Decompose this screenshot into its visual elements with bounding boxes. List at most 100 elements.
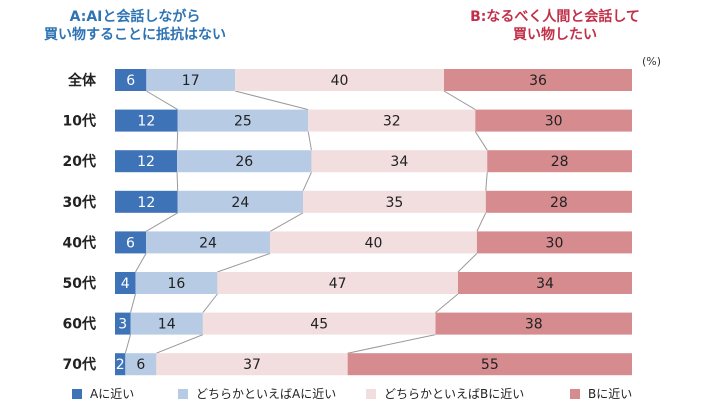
legend-label-a-close: Aに近い bbox=[90, 387, 135, 401]
bar-segment-lean-b bbox=[308, 109, 476, 132]
bar-row: 30代 12 24 35 28 bbox=[63, 190, 632, 213]
legend-swatch-lean-a bbox=[178, 388, 188, 399]
data-label: 34 bbox=[536, 276, 554, 292]
connector-line bbox=[156, 334, 204, 354]
row-label: 30代 bbox=[63, 194, 96, 211]
legend-label-b-close: Bに近い bbox=[588, 387, 633, 401]
connector-line bbox=[135, 253, 147, 273]
bar-segment-b-close bbox=[475, 109, 632, 132]
connector-line bbox=[307, 131, 312, 151]
bar-segment-a-close bbox=[115, 190, 178, 213]
bar-segment-lean-b bbox=[270, 231, 477, 254]
data-label: 55 bbox=[481, 357, 499, 373]
bar-segment-lean-a bbox=[130, 312, 203, 335]
bar-segment-b-close bbox=[444, 69, 632, 91]
bar-segment-a-close bbox=[115, 150, 178, 173]
row-label: 全体 bbox=[67, 72, 97, 89]
data-label: 17 bbox=[182, 73, 200, 89]
row-label: 10代 bbox=[63, 113, 96, 130]
data-label: 32 bbox=[383, 114, 401, 130]
data-label: 2 bbox=[116, 357, 125, 373]
connector-line bbox=[474, 131, 488, 151]
data-label: 6 bbox=[136, 357, 145, 373]
data-label: 30 bbox=[545, 114, 563, 130]
connector-line bbox=[124, 334, 131, 354]
bar-segment-b-close bbox=[457, 272, 632, 294]
data-label: 45 bbox=[310, 317, 328, 333]
bar-segment-lean-a bbox=[177, 190, 303, 213]
bar-segment-lean-b bbox=[235, 69, 444, 91]
connector-line bbox=[217, 252, 271, 273]
bar-segment-lean-b bbox=[202, 312, 436, 335]
connector-line bbox=[269, 212, 304, 232]
data-label: 47 bbox=[329, 276, 347, 292]
data-label: 36 bbox=[529, 73, 547, 89]
bar-segment-a-close bbox=[115, 312, 131, 335]
legend-item-lean-a: どちらかといえばAに近い bbox=[178, 385, 336, 402]
bar-segment-lean-a bbox=[177, 150, 312, 173]
bar-segment-a-close bbox=[115, 353, 126, 376]
headline-a: A:AIと会話しながら 買い物することに抵抗はない bbox=[20, 8, 250, 44]
data-label: 24 bbox=[231, 195, 249, 211]
legend-item-lean-b: どちらかといえばBに近い bbox=[366, 385, 524, 402]
bar-row: 20代 12 26 34 28 bbox=[63, 150, 632, 173]
bar-segment-lean-b bbox=[303, 190, 486, 213]
legend-swatch-lean-b bbox=[366, 388, 376, 399]
headline-a-line1: A:AIと会話しながら bbox=[69, 9, 201, 25]
bar-segment-a-close bbox=[115, 272, 136, 294]
data-label: 34 bbox=[390, 154, 408, 170]
data-label: 25 bbox=[234, 114, 252, 130]
connector-line bbox=[145, 212, 178, 232]
data-label: 37 bbox=[243, 357, 261, 373]
bar-segment-b-close bbox=[435, 312, 632, 335]
data-label: 3 bbox=[118, 317, 127, 333]
headline-b: B:なるべく人間と会話して 買い物したい bbox=[455, 8, 655, 44]
data-label: 28 bbox=[550, 195, 568, 211]
headline-b-line1: B:なるべく人間と会話して bbox=[470, 9, 640, 25]
legend-item-b-close: Bに近い bbox=[570, 385, 632, 402]
bar-row: 70代 2 6 37 55 bbox=[63, 353, 632, 376]
connector-line bbox=[146, 90, 178, 111]
legend-item-a-close: Aに近い bbox=[72, 385, 134, 402]
bar-row: 60代 3 14 45 38 bbox=[63, 312, 632, 335]
data-label: 38 bbox=[525, 317, 543, 333]
row-label: 40代 bbox=[63, 234, 96, 251]
bar-row: 全体 6 17 40 36 bbox=[67, 69, 632, 91]
legend-label-lean-a: どちらかといえばAに近い bbox=[196, 387, 337, 401]
connector-line bbox=[457, 253, 478, 273]
connector-line bbox=[443, 90, 476, 111]
bar-segment-a-close bbox=[115, 109, 178, 132]
bar-segment-a-close bbox=[115, 69, 147, 91]
data-label: 26 bbox=[235, 154, 253, 170]
connector-line bbox=[302, 171, 312, 192]
row-label: 60代 bbox=[63, 316, 96, 333]
headline-b-line2: 買い物したい bbox=[513, 27, 597, 43]
bar-row: 40代 6 24 40 30 bbox=[63, 231, 632, 254]
data-label: 28 bbox=[551, 154, 569, 170]
row-label: 20代 bbox=[63, 153, 96, 170]
connector-line bbox=[485, 172, 488, 191]
legend-label-lean-b: どちらかといえばBに近い bbox=[384, 387, 525, 401]
data-label: 4 bbox=[121, 276, 130, 292]
bar-row: 10代 12 25 32 30 bbox=[63, 109, 632, 132]
connector-line bbox=[347, 334, 436, 354]
bar-segment-lean-b bbox=[156, 353, 348, 376]
data-label: 24 bbox=[199, 235, 217, 251]
bar-segment-lean-a bbox=[146, 231, 271, 254]
bar-segment-lean-a bbox=[135, 272, 218, 294]
data-label: 6 bbox=[126, 235, 135, 251]
bar-segment-b-close bbox=[347, 353, 632, 376]
data-label: 12 bbox=[137, 114, 155, 130]
data-label: 35 bbox=[385, 195, 403, 211]
bar-segment-lean-a bbox=[125, 353, 157, 376]
connector-line bbox=[176, 172, 179, 191]
unit-label: (%) bbox=[642, 55, 662, 68]
data-label: 6 bbox=[126, 73, 135, 89]
connector-line bbox=[130, 293, 136, 313]
headline-a-line2: 買い物することに抵抗はない bbox=[44, 27, 226, 43]
data-label: 16 bbox=[168, 276, 186, 292]
bar-segment-b-close bbox=[485, 190, 632, 213]
data-label: 12 bbox=[137, 195, 155, 211]
data-label: 40 bbox=[331, 73, 349, 89]
